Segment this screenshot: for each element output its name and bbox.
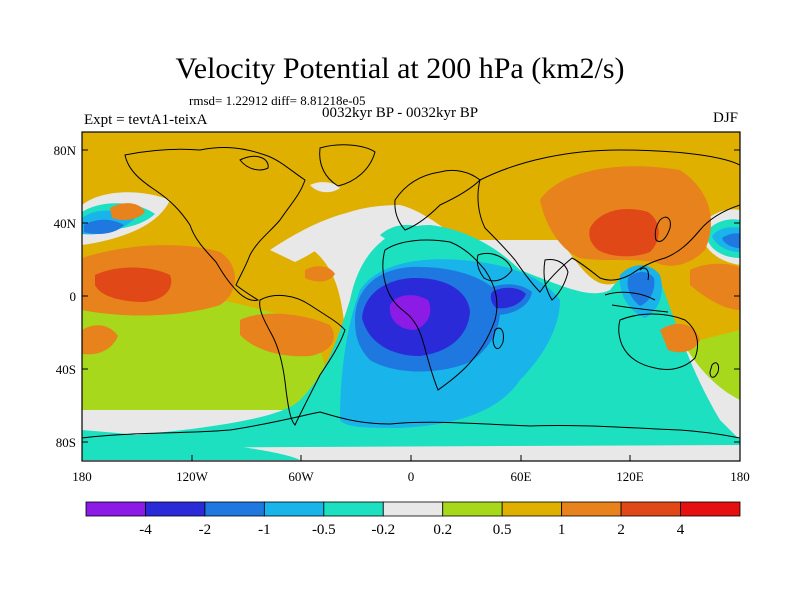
colorbar-level-label: -4: [139, 522, 152, 538]
colorbar-level-label: 4: [677, 522, 685, 538]
lon-label: 120E: [616, 469, 644, 484]
colorbar-swatch: [561, 501, 622, 517]
lat-label: 40S: [56, 362, 76, 377]
colorbar-swatch: [442, 501, 503, 517]
lat-label: 80S: [56, 435, 76, 450]
colorbar-swatch: [145, 501, 206, 517]
lon-label: 60W: [288, 469, 314, 484]
colorbar-level-label: -1: [258, 522, 271, 538]
colorbar-level-label: 0.2: [433, 522, 452, 538]
axis-ticks: [81, 149, 741, 461]
colorbar-level-label: -0.2: [371, 522, 395, 538]
colorbar-level-label: -0.5: [312, 522, 336, 538]
lon-label: 60E: [511, 469, 532, 484]
experiment-label: Expt = tevtA1-teixA: [84, 112, 208, 128]
lat-label: 40N: [54, 216, 77, 231]
lon-label: 120W: [176, 469, 209, 484]
colorbar-level-label: 0.5: [493, 522, 512, 538]
colorbar-level-label: 2: [617, 522, 625, 538]
contour-field: [82, 132, 740, 461]
colorbar-swatch: [501, 501, 563, 517]
colorbar-level-label: 1: [558, 522, 566, 538]
lon-label: 0: [408, 469, 415, 484]
lat-label: 0: [70, 289, 77, 304]
period-label: 0032kyr BP - 0032kyr BP: [322, 105, 479, 121]
coastlines: [82, 144, 740, 439]
colorbar-swatch: [620, 501, 681, 517]
colorbar-level-label: -2: [199, 522, 212, 538]
colorbar-swatch: [382, 501, 444, 517]
colorbar-swatch: [204, 501, 265, 517]
colorbar-swatch: [323, 501, 384, 517]
colorbar-swatch: [680, 501, 741, 517]
colorbar-swatch: [263, 501, 325, 517]
lat-label: 80N: [54, 143, 77, 158]
colorbar-labels: -4 -2 -1 -0.5 -0.2 0.2 0.5 1 2 4: [139, 522, 685, 538]
season-label: DJF: [712, 110, 738, 126]
colorbar-swatch: [85, 501, 146, 517]
lon-label: 180: [72, 469, 92, 484]
chart-title: Velocity Potential at 200 hPa (km2/s): [175, 52, 625, 85]
lon-label: 180: [730, 469, 750, 484]
stats-label: rmsd= 1.22912 diff= 8.81218e-05: [189, 93, 366, 108]
colorbar: [85, 501, 741, 517]
